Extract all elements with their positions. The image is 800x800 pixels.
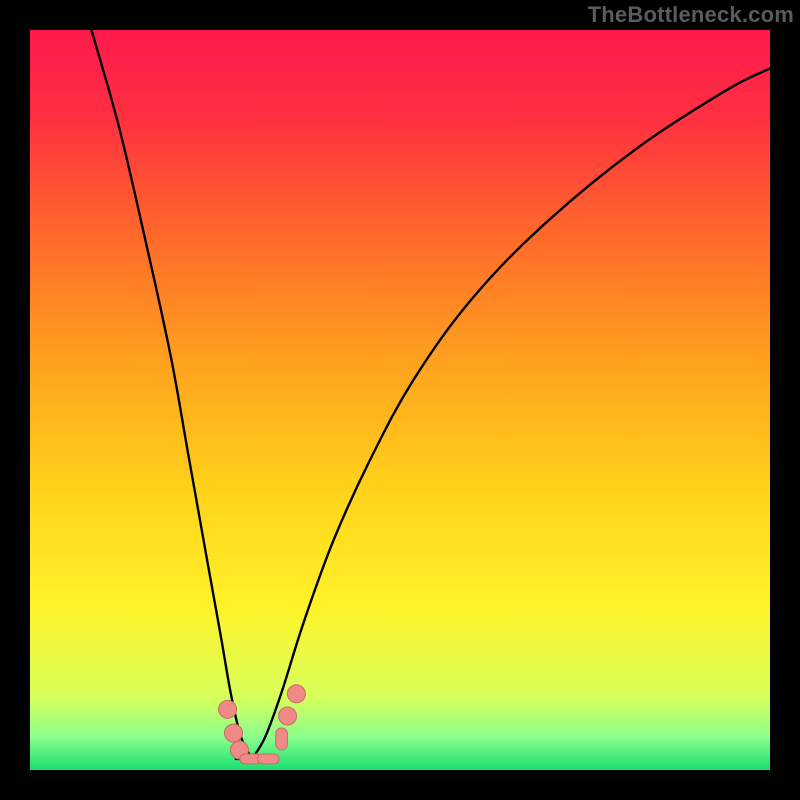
bottleneck-chart [0, 0, 800, 800]
marker-point [257, 754, 279, 764]
marker-point [287, 685, 305, 703]
plot-background [30, 30, 770, 770]
watermark-text: TheBottleneck.com [588, 2, 794, 28]
marker-point [225, 724, 243, 742]
marker-point [276, 728, 288, 750]
marker-point [219, 700, 237, 718]
marker-point [279, 707, 297, 725]
